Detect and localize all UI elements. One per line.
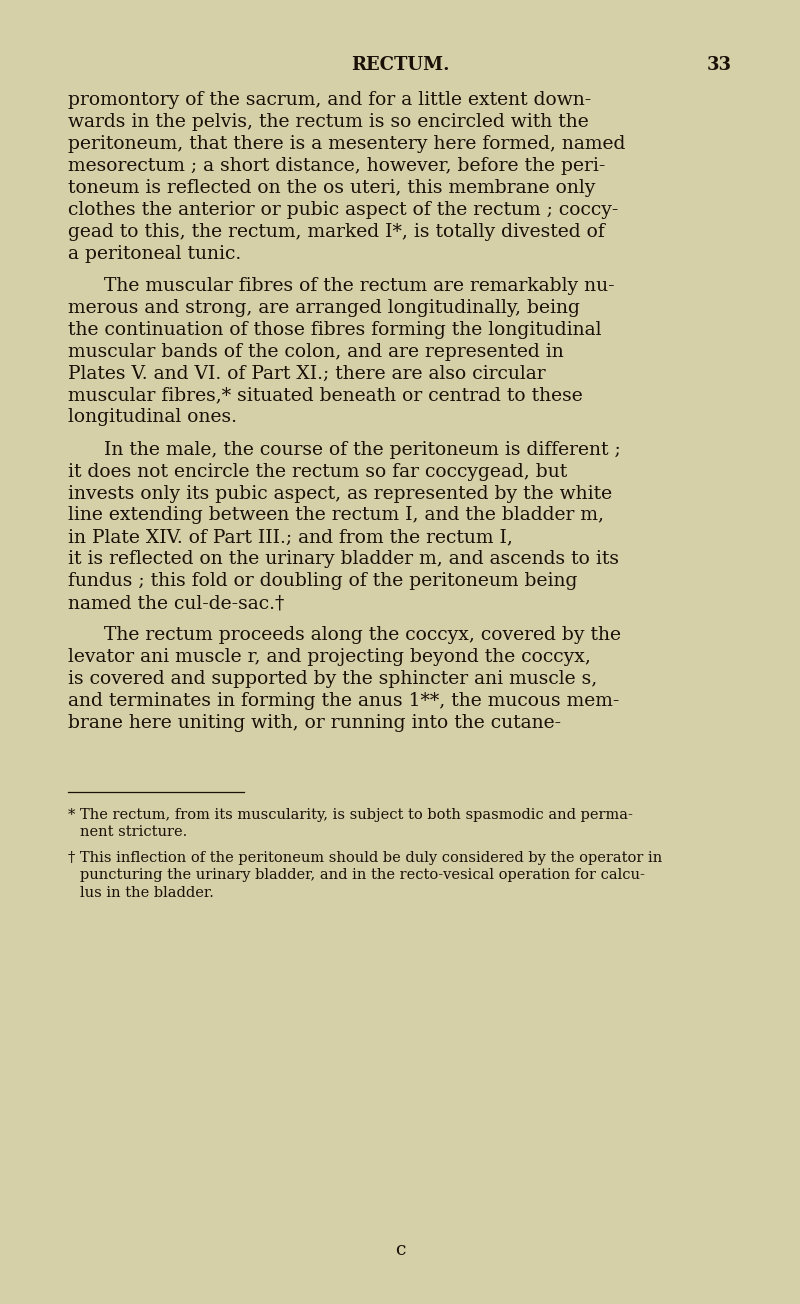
Text: is covered and supported by the sphincter ani muscle s,: is covered and supported by the sphincte… [68,670,598,689]
Text: 33: 33 [707,56,732,74]
Text: brane here uniting with, or running into the cutane-: brane here uniting with, or running into… [68,715,561,732]
Text: The rectum proceeds along the coccyx, covered by the: The rectum proceeds along the coccyx, co… [104,626,621,644]
Text: The muscular fibres of the rectum are remarkably nu-: The muscular fibres of the rectum are re… [104,276,614,295]
Text: the continuation of those fibres forming the longitudinal: the continuation of those fibres forming… [68,321,602,339]
Text: merous and strong, are arranged longitudinally, being: merous and strong, are arranged longitud… [68,299,580,317]
Text: levator ani muscle r, and projecting beyond the coccyx,: levator ani muscle r, and projecting bey… [68,648,591,666]
Text: longitudinal ones.: longitudinal ones. [68,408,237,426]
Text: Plates V. and VI. of Part XI.; there are also circular: Plates V. and VI. of Part XI.; there are… [68,365,546,382]
Text: it is reflected on the urinary bladder m, and ascends to its: it is reflected on the urinary bladder m… [68,550,619,569]
Text: gead to this, the rectum, marked I*, is totally divested of: gead to this, the rectum, marked I*, is … [68,223,605,241]
Text: line extending between the rectum I, and the bladder m,: line extending between the rectum I, and… [68,506,604,524]
Text: promontory of the sacrum, and for a little extent down-: promontory of the sacrum, and for a litt… [68,91,591,110]
Text: clothes the anterior or pubic aspect of the rectum ; coccy-: clothes the anterior or pubic aspect of … [68,201,618,219]
Text: muscular fibres,* situated beneath or centrad to these: muscular fibres,* situated beneath or ce… [68,386,582,404]
Text: In the male, the course of the peritoneum is different ;: In the male, the course of the peritoneu… [104,441,621,459]
Text: lus in the bladder.: lus in the bladder. [80,885,214,900]
Text: c: c [395,1241,405,1260]
Text: named the cul-de-sac.†: named the cul-de-sac.† [68,595,284,612]
Text: toneum is reflected on the os uteri, this membrane only: toneum is reflected on the os uteri, thi… [68,179,595,197]
Text: muscular bands of the colon, and are represented in: muscular bands of the colon, and are rep… [68,343,564,361]
Text: fundus ; this fold or doubling of the peritoneum being: fundus ; this fold or doubling of the pe… [68,572,578,591]
Text: it does not encircle the rectum so far coccygead, but: it does not encircle the rectum so far c… [68,463,567,481]
Text: mesorectum ; a short distance, however, before the peri-: mesorectum ; a short distance, however, … [68,156,606,175]
Text: peritoneum, that there is a mesentery here formed, named: peritoneum, that there is a mesentery he… [68,136,626,153]
Text: invests only its pubic aspect, as represented by the white: invests only its pubic aspect, as repres… [68,485,612,502]
Text: in Plate XIV. of Part III.; and from the rectum I,: in Plate XIV. of Part III.; and from the… [68,528,513,546]
Text: puncturing the urinary bladder, and in the recto-vesical operation for calcu-: puncturing the urinary bladder, and in t… [80,868,645,883]
Text: * The rectum, from its muscularity, is subject to both spasmodic and perma-: * The rectum, from its muscularity, is s… [68,807,633,822]
Text: wards in the pelvis, the rectum is so encircled with the: wards in the pelvis, the rectum is so en… [68,113,589,132]
Text: nent stricture.: nent stricture. [80,825,187,840]
Text: RECTUM.: RECTUM. [350,56,450,74]
Text: and terminates in forming the anus 1**, the mucous mem-: and terminates in forming the anus 1**, … [68,692,619,711]
Text: † This inflection of the peritoneum should be duly considered by the operator in: † This inflection of the peritoneum shou… [68,850,662,865]
Text: a peritoneal tunic.: a peritoneal tunic. [68,245,242,262]
